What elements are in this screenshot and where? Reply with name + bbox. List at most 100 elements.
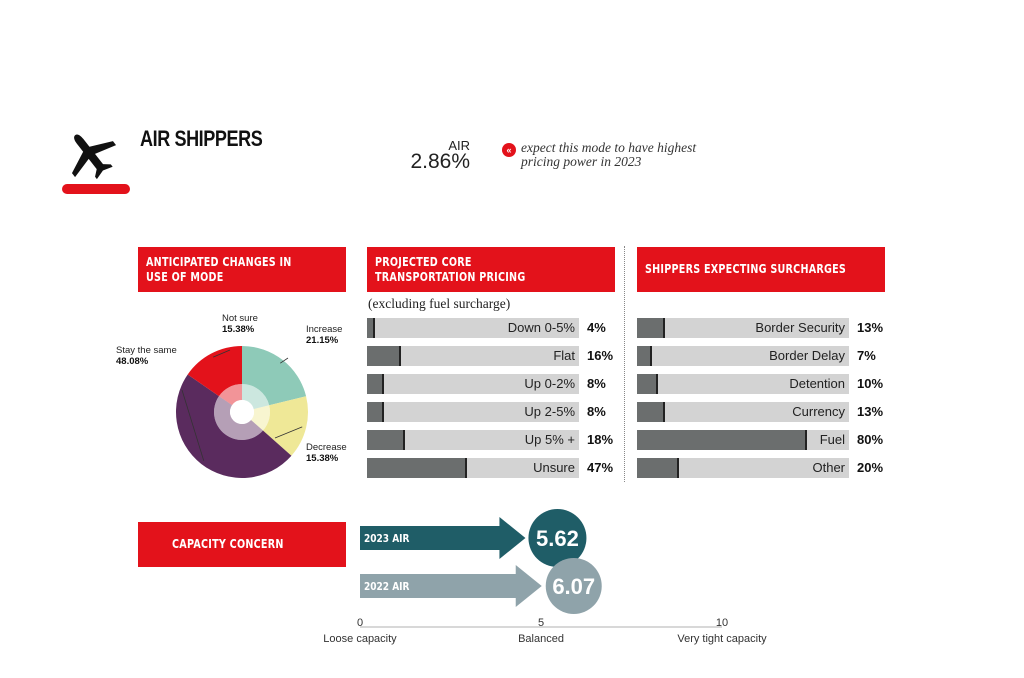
surcharge-row: Other 20%	[637, 458, 889, 478]
pricing-subtitle: (excluding fuel surcharge)	[368, 296, 511, 311]
pie-inner-ring-3	[218, 384, 242, 406]
pricing-bar-fill	[367, 318, 376, 338]
pricing-row: Up 2-5% 8%	[367, 402, 619, 422]
surcharge-row: Fuel 80%	[637, 430, 889, 450]
pricing-bar-fill	[367, 458, 467, 478]
pricing-bar-track	[367, 374, 579, 394]
surcharge-category-label: Currency	[792, 404, 845, 419]
surcharge-category-label: Border Security	[755, 320, 845, 335]
surcharge-bar-track	[637, 458, 849, 478]
capacity-series-label: 2022 AIR	[364, 581, 410, 593]
surcharges-title: SHIPPERS EXPECTING SURCHARGES	[645, 262, 847, 276]
pie-leader-line-3	[213, 349, 231, 358]
capacity-tick-label: 0	[357, 617, 363, 629]
pricing-bar-fill	[367, 402, 384, 422]
projected-pricing-title: PROJECTED CORE TRANSPORTATION PRICING	[375, 254, 526, 284]
pricing-bar-fill	[367, 346, 401, 366]
pie-value-label-2: 48.08%	[116, 356, 149, 367]
capacity-arrow-2022-air	[360, 565, 542, 607]
pie-leader-line-0	[280, 357, 289, 364]
air-pricing-value: 2.86%	[410, 150, 470, 173]
pricing-row: Down 0-5% 4%	[367, 318, 619, 338]
pricing-category-label: Down 0-5%	[507, 320, 575, 335]
pricing-value-label: 47%	[587, 460, 614, 475]
anticipated-changes-title: ANTICIPATED CHANGES IN USE OF MODE	[146, 254, 292, 284]
pie-leader-line-2	[181, 389, 205, 461]
surcharge-bar-fill	[637, 346, 652, 366]
pricing-value-label: 8%	[587, 376, 606, 391]
surcharges-header: SHIPPERS EXPECTING SURCHARGES	[637, 247, 885, 292]
surcharge-category-label: Other	[812, 460, 845, 475]
pricing-value-label: 8%	[587, 404, 606, 419]
capacity-concern-title: CAPACITY CONCERN	[172, 537, 284, 551]
capacity-tick-label: 5	[538, 617, 544, 629]
pie-leader-line-1	[274, 426, 303, 439]
airplane-icon	[71, 134, 117, 180]
capacity-value-label: 6.07	[552, 574, 595, 599]
capacity-concern-header: CAPACITY CONCERN	[138, 522, 346, 567]
pricing-bar-track	[367, 458, 579, 478]
pie-value-label-1: 15.38%	[306, 453, 339, 464]
capacity-scale-label: Loose capacity	[323, 633, 397, 645]
section-divider	[624, 246, 625, 482]
pricing-category-label: Up 0-2%	[524, 376, 575, 391]
surcharge-value-label: 20%	[857, 460, 884, 475]
surcharge-row: Border Delay 7%	[637, 346, 889, 366]
surcharge-bar-track	[637, 402, 849, 422]
surcharge-row: Detention 10%	[637, 374, 889, 394]
pricing-power-note: expect this mode to have highest pricing…	[521, 140, 697, 169]
anticipated-changes-header: ANTICIPATED CHANGES IN USE OF MODE	[138, 247, 346, 292]
pie-value-label-3: 15.38%	[222, 324, 255, 335]
surcharge-category-label: Detention	[789, 376, 845, 391]
projected-pricing-header: PROJECTED CORE TRANSPORTATION PRICING	[367, 247, 615, 292]
capacity-value-circle	[545, 558, 602, 614]
surcharge-bar-track	[637, 346, 849, 366]
pricing-row: Up 5% + 18%	[367, 430, 619, 450]
surcharge-value-label: 13%	[857, 404, 884, 419]
pie-inner-ring-0	[242, 384, 270, 410]
pricing-bar-track	[367, 346, 579, 366]
surcharge-row: Border Security 13%	[637, 318, 889, 338]
pie-slice-decrease	[262, 396, 308, 456]
surcharge-bar-fill	[637, 374, 659, 394]
surcharge-bar-track	[637, 374, 849, 394]
capacity-value-label: 5.62	[536, 526, 579, 551]
pie-slice-stay-the-same	[175, 374, 292, 479]
pie-label-3: Not sure	[222, 313, 258, 324]
capacity-tick-label: 10	[716, 617, 728, 629]
title-underline	[62, 184, 130, 194]
pricing-category-label: Up 5% +	[524, 432, 575, 447]
surcharge-bar-track	[637, 318, 849, 338]
surcharge-bar-fill	[637, 318, 665, 338]
surcharge-bar-fill	[637, 402, 665, 422]
surcharge-bar-fill	[637, 430, 807, 450]
pricing-row: Up 0-2% 8%	[367, 374, 619, 394]
surcharge-value-label: 10%	[857, 376, 884, 391]
capacity-scale-label: Very tight capacity	[677, 633, 767, 645]
capacity-concern-chart: 2023 AIR 5.62 2022 AIR 6.07 0 Loose capacity 5…	[323, 509, 767, 645]
pricing-value-label: 18%	[587, 432, 614, 447]
pricing-row: Flat 16%	[367, 346, 619, 366]
air-label: AIR	[448, 138, 470, 153]
surcharge-value-label: 7%	[857, 348, 876, 363]
pie-slice-not-sure	[187, 346, 242, 397]
surcharges-bar-chart: Border Security 13% Border Delay 7% Detentio…	[637, 318, 889, 482]
surcharge-row: Currency 13%	[637, 402, 889, 422]
pricing-bar-track	[367, 430, 579, 450]
pie-inner-ring-2	[214, 396, 263, 440]
page-title: AIR SHIPPERS	[140, 126, 263, 151]
surcharge-category-label: Border Delay	[769, 348, 845, 363]
capacity-value-circle	[528, 509, 587, 567]
pricing-category-label: Up 2-5%	[524, 404, 575, 419]
pricing-bar-chart: Down 0-5% 4% Flat 16% Up 0-2% 8% Up 2-5% 8% Up 5…	[367, 318, 619, 482]
pie-slice-increase	[242, 346, 307, 406]
pie-label-1: Decrease	[306, 442, 347, 453]
pricing-bar-track	[367, 402, 579, 422]
pricing-value-label: 16%	[587, 348, 614, 363]
pie-center-hole	[230, 400, 254, 424]
pie-label-2: Stay the same	[116, 345, 177, 356]
pie-label-0: Increase	[306, 324, 342, 335]
pricing-category-label: Unsure	[533, 460, 575, 475]
pie-inner-ring-1	[250, 405, 270, 431]
surcharge-bar-fill	[637, 458, 680, 478]
